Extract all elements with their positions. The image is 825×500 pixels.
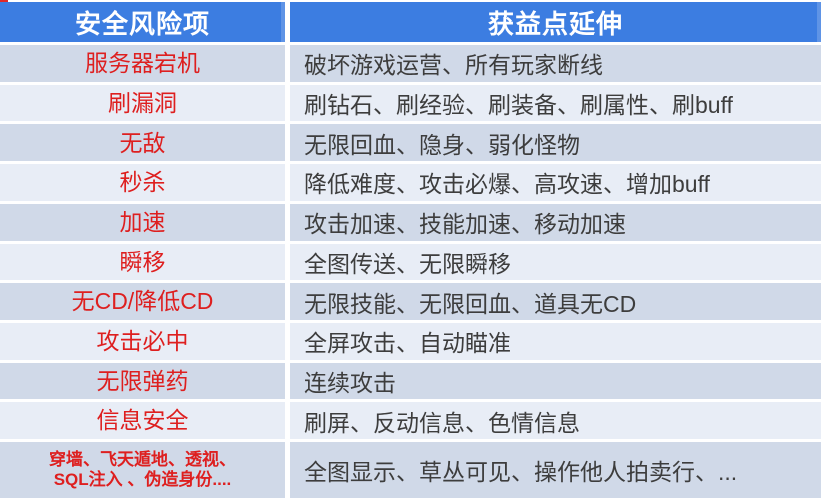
column-header-benefit: 获益点延伸 — [290, 2, 821, 42]
benefit-cell-info-security: 刷屏、反动信息、色情信息 — [290, 402, 821, 439]
benefit-cell-guaranteed-hit: 全屏攻击、自动瞄准 — [290, 322, 821, 360]
risk-cell-guaranteed-hit: 攻击必中 — [0, 322, 285, 360]
column-header-risk: 安全风险项 — [0, 2, 285, 42]
risk-cell-info-security: 信息安全 — [0, 402, 285, 439]
risk-cell-unlimited-ammo: 无限弹药 — [0, 362, 285, 400]
benefit-cell-invincibility: 无限回血、隐身、弱化怪物 — [290, 124, 821, 162]
benefit-cell-no-cooldown: 无限技能、无限回血、道具无CD — [290, 283, 821, 320]
risk-cell-invincibility: 无敌 — [0, 124, 285, 162]
risk-cell-teleport: 瞬移 — [0, 243, 285, 281]
risk-cell-server-crash: 服务器宕机 — [0, 45, 285, 82]
risk-cell-no-cooldown: 无CD/降低CD — [0, 283, 285, 320]
risk-cell-instant-kill: 秒杀 — [0, 164, 285, 201]
risk-cell-speed-hack: 加速 — [0, 203, 285, 241]
benefit-cell-exploit-farming: 刷钻石、刷经验、刷装备、刷属性、刷buff — [290, 84, 821, 122]
risk-cell-misc-hacks: 穿墙、飞天遁地、透视、 SQL注入 、伪造身份.... — [0, 442, 285, 498]
benefit-cell-unlimited-ammo: 连续攻击 — [290, 362, 821, 400]
risk-cell-exploit-farming: 刷漏洞 — [0, 84, 285, 122]
benefit-cell-instant-kill: 降低难度、攻击必爆、高攻速、增加buff — [290, 164, 821, 201]
benefit-cell-misc-hacks: 全图显示、草丛可见、操作他人拍卖行、... — [290, 442, 821, 498]
benefit-cell-speed-hack: 攻击加速、技能加速、移动加速 — [290, 203, 821, 241]
benefit-cell-server-crash: 破坏游戏运营、所有玩家断线 — [290, 45, 821, 82]
benefit-cell-teleport: 全图传送、无限瞬移 — [290, 243, 821, 281]
